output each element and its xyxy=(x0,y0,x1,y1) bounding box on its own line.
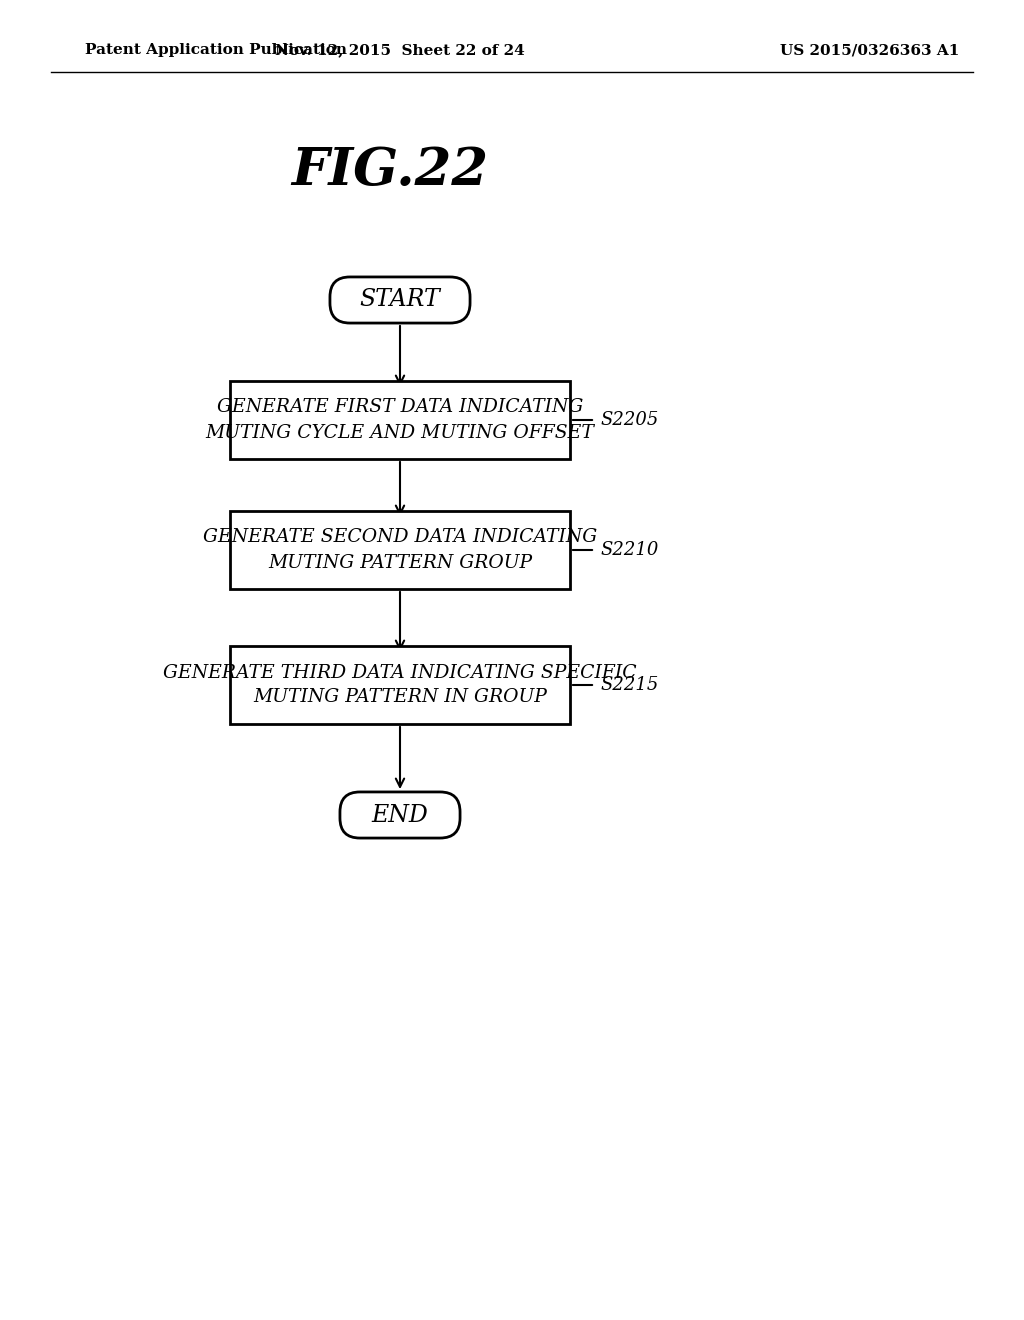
Text: S2210: S2210 xyxy=(600,541,658,558)
Text: GENERATE FIRST DATA INDICATING
MUTING CYCLE AND MUTING OFFSET: GENERATE FIRST DATA INDICATING MUTING CY… xyxy=(206,399,595,441)
Text: START: START xyxy=(359,289,440,312)
Text: Nov. 12, 2015  Sheet 22 of 24: Nov. 12, 2015 Sheet 22 of 24 xyxy=(275,44,525,57)
Text: S2205: S2205 xyxy=(600,411,658,429)
FancyBboxPatch shape xyxy=(230,511,570,589)
Text: FIG.22: FIG.22 xyxy=(292,144,488,195)
Text: GENERATE SECOND DATA INDICATING
MUTING PATTERN GROUP: GENERATE SECOND DATA INDICATING MUTING P… xyxy=(203,528,597,572)
Text: Patent Application Publication: Patent Application Publication xyxy=(85,44,347,57)
Text: GENERATE THIRD DATA INDICATING SPECIFIC
MUTING PATTERN IN GROUP: GENERATE THIRD DATA INDICATING SPECIFIC … xyxy=(163,664,637,706)
Text: US 2015/0326363 A1: US 2015/0326363 A1 xyxy=(780,44,959,57)
FancyBboxPatch shape xyxy=(230,381,570,459)
Text: END: END xyxy=(372,804,428,826)
Text: S2215: S2215 xyxy=(600,676,658,694)
FancyBboxPatch shape xyxy=(230,645,570,723)
FancyBboxPatch shape xyxy=(330,277,470,323)
FancyBboxPatch shape xyxy=(340,792,460,838)
